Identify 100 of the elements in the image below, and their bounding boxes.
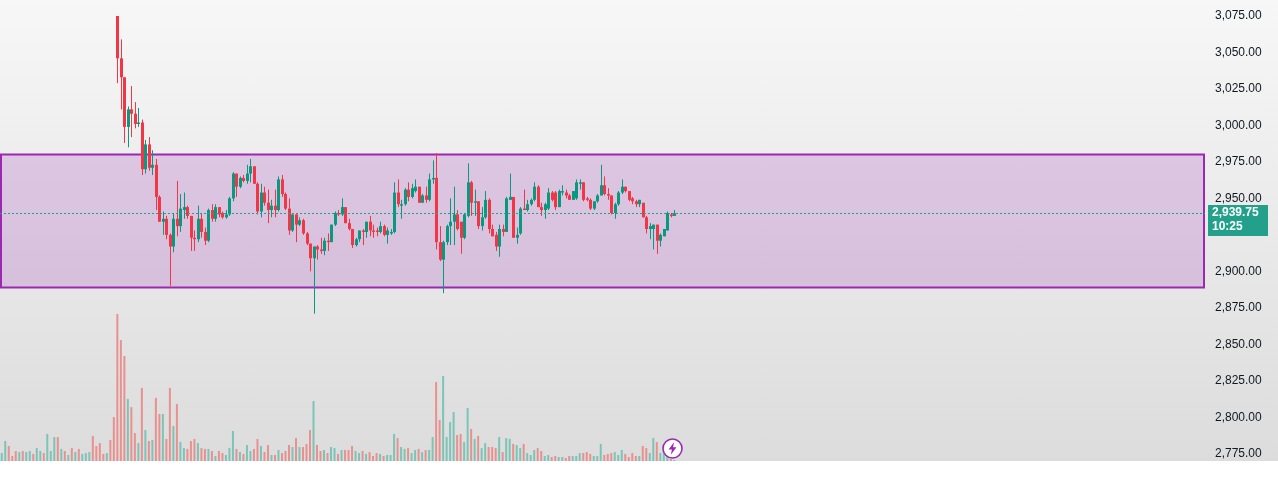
candlestick (151, 149, 154, 176)
bar (519, 448, 522, 461)
bar (228, 448, 231, 461)
bar (435, 382, 438, 461)
bar (312, 401, 315, 461)
bar (214, 456, 217, 461)
bar (505, 438, 508, 461)
bar (466, 407, 469, 461)
bar (634, 456, 637, 461)
bar (526, 453, 529, 461)
bar (302, 447, 304, 461)
bar (81, 453, 84, 461)
bar (641, 446, 644, 461)
bar (655, 442, 658, 461)
bar (522, 443, 525, 461)
bar (284, 451, 287, 461)
bar (200, 448, 203, 461)
bar (291, 447, 294, 461)
candlestick (200, 212, 203, 239)
bar (529, 454, 532, 461)
bar (144, 429, 147, 461)
bar (582, 453, 585, 461)
bar (326, 453, 329, 461)
candlestick (439, 225, 442, 262)
candlestick (148, 136, 151, 172)
bar (298, 447, 301, 461)
bar (386, 454, 389, 461)
bar (179, 442, 182, 461)
bar (351, 446, 354, 461)
bar (119, 340, 122, 461)
bar (354, 451, 357, 461)
candlestick (474, 189, 477, 217)
bar (4, 441, 7, 461)
candlestick (470, 180, 473, 217)
bar (449, 422, 452, 461)
bar (456, 434, 459, 461)
bar (70, 448, 73, 461)
bar (617, 454, 620, 461)
bar (186, 448, 189, 461)
bar (340, 449, 343, 461)
candlestick (130, 85, 133, 138)
bar (431, 437, 434, 461)
y-tick-label: 2,950.00 (1215, 190, 1263, 205)
bar (372, 456, 375, 461)
bar (203, 448, 206, 461)
bar (168, 387, 171, 461)
bar (7, 446, 10, 461)
candlestick (260, 183, 263, 218)
candlestick (498, 224, 501, 258)
bar (287, 444, 290, 461)
bar (463, 442, 466, 461)
candlestick (495, 231, 498, 252)
bar (46, 433, 49, 461)
bar (295, 438, 297, 461)
bar (84, 453, 87, 461)
candlestick (197, 205, 200, 243)
bar (403, 448, 406, 461)
bar (189, 441, 192, 461)
candlestick (533, 181, 536, 202)
bar (74, 452, 77, 461)
bar (501, 452, 504, 461)
bar (319, 451, 322, 461)
bar (130, 407, 133, 461)
candlestick (397, 178, 400, 208)
y-tick-label: 2,900.00 (1215, 263, 1263, 278)
bar (165, 438, 168, 461)
bar (452, 412, 455, 461)
bar (393, 433, 396, 461)
bar (627, 457, 630, 461)
y-tick-label: 2,775.00 (1215, 446, 1263, 461)
bar (487, 447, 490, 461)
bar (473, 438, 476, 461)
candlestick (400, 199, 403, 220)
y-tick-label: 3,000.00 (1215, 117, 1263, 132)
bar (77, 448, 80, 461)
candlestick (134, 101, 137, 129)
bar (428, 449, 431, 461)
bar (438, 419, 441, 461)
bar (182, 448, 185, 461)
bar (259, 446, 262, 461)
bar (126, 398, 129, 461)
bar (270, 454, 273, 461)
bar (330, 447, 333, 461)
bar (410, 453, 413, 461)
bar (508, 438, 511, 461)
bar (652, 438, 655, 461)
bar (638, 456, 641, 461)
bar (32, 453, 35, 461)
text: 10:25 (1212, 219, 1244, 234)
bar (28, 451, 31, 461)
bar (196, 443, 199, 461)
bar (407, 448, 410, 461)
bar (498, 437, 501, 461)
y-tick-label: 2,800.00 (1215, 409, 1263, 424)
bar (91, 436, 94, 461)
bar (347, 449, 350, 461)
bar (193, 438, 196, 461)
bar (35, 448, 38, 461)
candlestick (407, 181, 410, 202)
bar (154, 397, 157, 461)
